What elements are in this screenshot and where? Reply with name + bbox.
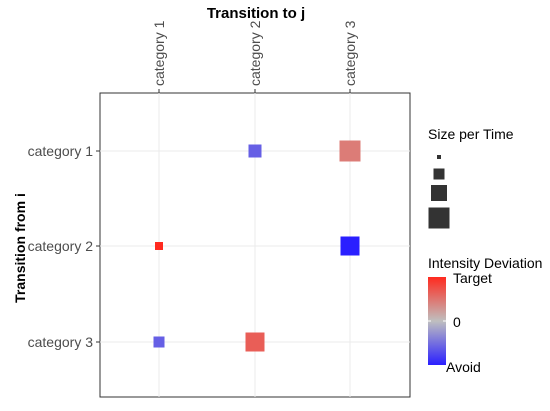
x-tick-label-1: category 1	[151, 20, 167, 86]
y-tick-label-1: category 1	[28, 143, 94, 159]
x-tick-label-2: category 2	[247, 20, 263, 86]
data-point-3	[155, 242, 163, 250]
size-legend-title: Size per Time	[428, 126, 514, 142]
size-legend-key-4	[428, 207, 450, 229]
color-legend-low-label: Avoid	[446, 359, 481, 375]
y-tick-label-2: category 2	[28, 238, 94, 254]
color-legend-high-label: Target	[453, 270, 492, 286]
data-point-6	[245, 332, 265, 352]
x-ticks: category 1 category 2 category 3	[151, 20, 358, 93]
y-tick-label-3: category 3	[28, 334, 94, 350]
data-point-5	[153, 336, 165, 348]
size-legend-key-3	[431, 185, 447, 201]
data-point-2	[339, 140, 361, 162]
data-point-4	[340, 236, 360, 256]
color-legend-bar	[428, 277, 446, 365]
size-legend-key-2	[433, 168, 445, 180]
y-axis-title: Transition from i	[12, 193, 28, 303]
x-axis-title: Transition to j	[207, 5, 305, 22]
y-ticks: category 1 category 2 category 3	[28, 143, 100, 350]
plot-area	[99, 92, 411, 398]
color-legend-title: Intensity Deviation	[428, 255, 542, 271]
data-point-1	[248, 144, 262, 158]
size-legend	[428, 155, 450, 229]
color-legend-mid-label: 0	[453, 314, 461, 330]
x-tick-label-3: category 3	[342, 20, 358, 86]
size-legend-key-1	[437, 155, 441, 159]
